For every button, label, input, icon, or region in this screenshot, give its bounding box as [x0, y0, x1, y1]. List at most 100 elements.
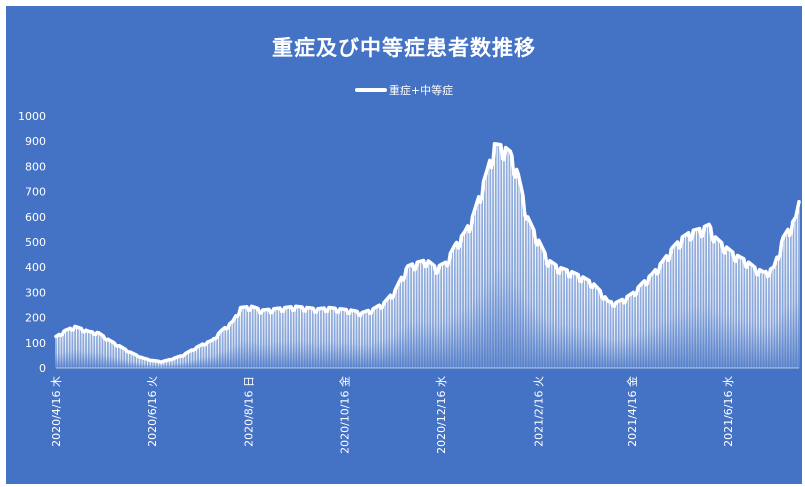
- bar: [566, 269, 568, 368]
- bar: [244, 306, 246, 368]
- bar: [435, 273, 437, 368]
- bar: [90, 331, 92, 368]
- bar: [664, 257, 666, 368]
- bar: [501, 158, 503, 368]
- bar: [565, 269, 567, 368]
- bar: [195, 347, 197, 368]
- bar: [476, 201, 478, 368]
- legend-swatch: [354, 88, 387, 92]
- bar: [208, 341, 210, 368]
- bar: [527, 216, 529, 368]
- bar: [276, 308, 278, 368]
- bar: [629, 294, 631, 368]
- bar: [72, 329, 74, 368]
- bar: [438, 265, 440, 368]
- bar: [490, 167, 492, 368]
- bar: [137, 356, 139, 368]
- bar: [408, 265, 410, 368]
- bar: [729, 249, 731, 368]
- bar: [563, 268, 565, 368]
- bar: [270, 312, 272, 368]
- bar: [618, 300, 620, 368]
- bar: [105, 339, 107, 368]
- bar: [79, 327, 81, 368]
- bar: [386, 298, 388, 368]
- x-tick-label: 2021/2/16 火: [533, 376, 546, 447]
- bar: [55, 336, 57, 368]
- bar: [400, 277, 402, 368]
- bar: [512, 172, 514, 368]
- bar: [658, 272, 660, 368]
- bar: [143, 358, 145, 368]
- bar: [445, 262, 447, 368]
- bar: [459, 246, 461, 368]
- bar: [404, 277, 406, 368]
- bar: [377, 306, 379, 368]
- bar: [372, 308, 374, 368]
- bar: [211, 340, 213, 368]
- bar: [519, 181, 521, 368]
- bar: [318, 308, 320, 368]
- bar: [135, 355, 137, 368]
- bars-group: [55, 143, 800, 368]
- bar: [576, 273, 578, 368]
- bar: [337, 312, 339, 368]
- bar: [355, 311, 357, 368]
- bar: [388, 297, 390, 368]
- bar: [697, 228, 699, 368]
- bar: [320, 308, 322, 368]
- bar: [454, 244, 456, 368]
- bar: [760, 270, 762, 368]
- bar: [205, 344, 207, 368]
- bar: [412, 264, 414, 368]
- bar: [169, 359, 171, 368]
- bar: [328, 307, 330, 368]
- bar: [793, 219, 795, 368]
- bar: [300, 306, 302, 368]
- x-tick-label: 2020/10/16 金: [338, 376, 352, 454]
- x-axis: 2020/4/16 木 2020/6/16 火 2020/8/16 日 2020/10…: [50, 376, 735, 454]
- bar: [579, 280, 581, 368]
- bar: [210, 340, 212, 368]
- bar: [129, 351, 131, 368]
- bar: [416, 262, 418, 368]
- bar: [101, 334, 103, 368]
- bar: [574, 273, 576, 368]
- bar: [583, 277, 585, 368]
- bar: [146, 359, 148, 368]
- bar: [363, 312, 365, 368]
- bar: [159, 361, 161, 368]
- bar: [468, 231, 470, 368]
- bar: [394, 289, 396, 368]
- bar: [585, 278, 587, 368]
- bar: [396, 286, 398, 368]
- bar: [642, 282, 644, 368]
- y-tick-label: 700: [25, 186, 46, 199]
- bar: [74, 326, 76, 368]
- bar: [714, 236, 716, 368]
- bar: [76, 326, 78, 368]
- bar: [91, 331, 93, 368]
- bar: [263, 309, 265, 368]
- bar: [352, 310, 354, 368]
- bar: [776, 257, 778, 368]
- x-tick-label: 2021/6/16 水: [722, 376, 735, 447]
- bar: [356, 311, 358, 368]
- bar: [520, 188, 522, 368]
- bar: [705, 225, 707, 368]
- bar: [290, 306, 292, 368]
- bar: [274, 308, 276, 368]
- bar: [777, 259, 779, 368]
- bar: [329, 307, 331, 368]
- bar: [57, 335, 59, 368]
- bar: [457, 247, 459, 368]
- bar: [749, 263, 751, 368]
- bar: [460, 236, 462, 368]
- bar: [601, 296, 603, 368]
- bar: [254, 307, 256, 368]
- bar: [295, 306, 297, 368]
- bar: [314, 311, 316, 368]
- bar: [126, 351, 128, 368]
- bar: [503, 159, 505, 368]
- bar: [230, 322, 232, 368]
